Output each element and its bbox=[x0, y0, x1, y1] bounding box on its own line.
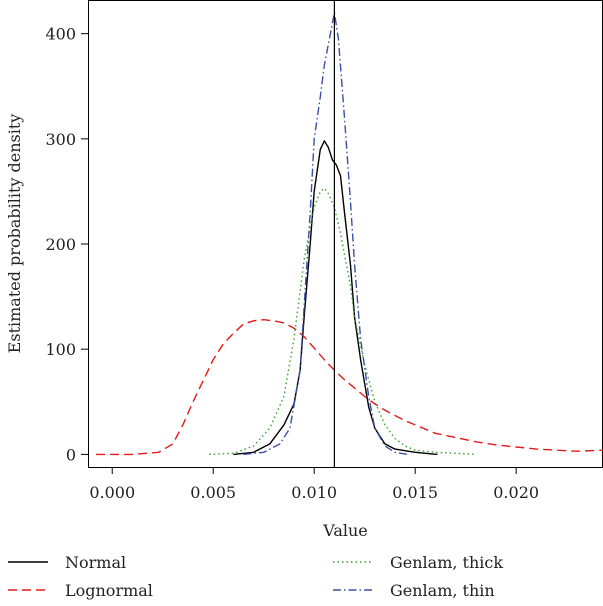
y-tick-label: 0 bbox=[66, 445, 76, 464]
legend-label: Normal bbox=[65, 553, 126, 572]
x-tick-label: 0.020 bbox=[493, 483, 539, 502]
y-tick-label: 400 bbox=[45, 25, 76, 44]
series-line-genlam-thick bbox=[209, 187, 476, 456]
legend-label: Genlam, thick bbox=[390, 553, 503, 572]
plot-frame bbox=[88, 0, 603, 468]
x-tick-label: 0.015 bbox=[392, 483, 438, 502]
x-axis: 0.000 0.005 0.010 0.015 0.020 bbox=[89, 467, 539, 502]
series-line-lognormal bbox=[96, 319, 603, 456]
y-tick-label: 100 bbox=[45, 340, 76, 359]
y-tick-label: 200 bbox=[45, 235, 76, 254]
plot-area bbox=[88, 0, 603, 468]
series-line-normal bbox=[233, 140, 438, 456]
y-axis-title: Estimated probability density bbox=[5, 114, 24, 354]
x-tick-label: 0.010 bbox=[291, 483, 337, 502]
y-tick-label: 300 bbox=[45, 130, 76, 149]
y-axis: 0 100 200 300 400 bbox=[45, 25, 88, 464]
x-tick-label: 0.005 bbox=[190, 483, 236, 502]
density-curves bbox=[96, 11, 603, 456]
legend-label: Genlam, thin bbox=[390, 581, 495, 600]
series-line-genlam-thin bbox=[243, 11, 408, 456]
legend: Normal Lognormal Genlam, thick Genlam, thin bbox=[8, 553, 503, 600]
x-tick-label: 0.000 bbox=[89, 483, 135, 502]
legend-label: Lognormal bbox=[65, 581, 153, 600]
x-axis-title: Value bbox=[322, 521, 368, 540]
